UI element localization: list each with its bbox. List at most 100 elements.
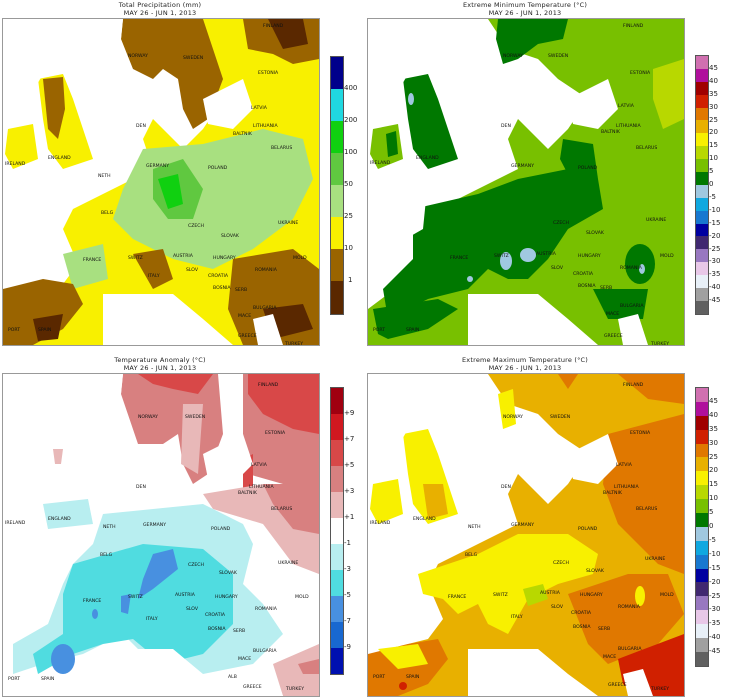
svg-text:ROMANIA: ROMANIA xyxy=(620,265,643,271)
legend-tick: 5 xyxy=(709,508,714,517)
svg-text:ESTONIA: ESTONIA xyxy=(630,430,651,436)
legend-tick: 400 xyxy=(344,84,358,92)
svg-text:MACE: MACE xyxy=(606,311,619,317)
svg-text:TURKEY: TURKEY xyxy=(650,686,669,692)
svg-text:FRANCE: FRANCE xyxy=(83,598,101,604)
legend-swatch xyxy=(331,388,343,414)
legend-swatch xyxy=(696,554,708,569)
svg-text:SLOV: SLOV xyxy=(551,265,564,271)
svg-text:DEN: DEN xyxy=(136,484,146,490)
svg-text:SLOVAK: SLOVAK xyxy=(586,230,605,236)
svg-text:SLOVAK: SLOVAK xyxy=(586,568,605,574)
svg-text:CROATIA: CROATIA xyxy=(208,273,229,279)
temperature-anomaly-panel: Temperature Anomaly (°C) MAY 26 - JUN 1,… xyxy=(0,350,365,700)
legend-swatch xyxy=(331,466,343,492)
svg-text:AUSTRIA: AUSTRIA xyxy=(173,253,194,259)
legend-swatch xyxy=(696,210,708,224)
legend-tick: 10 xyxy=(709,154,718,163)
legend-tick: 45 xyxy=(709,396,718,405)
legend-tick: 30 xyxy=(709,438,718,447)
svg-text:GERMANY: GERMANY xyxy=(143,522,166,528)
temperature-anomaly-legend xyxy=(330,387,344,675)
min-temperature-legend xyxy=(695,55,709,315)
svg-text:ENGLAND: ENGLAND xyxy=(413,516,436,522)
legend-tick: -15 xyxy=(709,563,721,572)
svg-text:CZECH: CZECH xyxy=(188,562,204,568)
svg-text:HUNGARY: HUNGARY xyxy=(580,592,603,598)
svg-text:IRELAND: IRELAND xyxy=(370,160,391,166)
legend-tick: -15 xyxy=(709,218,721,227)
legend-tick: +5 xyxy=(344,461,355,469)
legend-swatch xyxy=(331,57,343,89)
svg-text:SWITZ: SWITZ xyxy=(493,592,508,598)
legend-tick: 1 xyxy=(348,276,353,284)
legend-swatch xyxy=(696,499,708,514)
svg-text:LITHUANIA: LITHUANIA xyxy=(253,123,278,129)
svg-text:BULGARIA: BULGARIA xyxy=(253,305,277,311)
svg-text:SWEDEN: SWEDEN xyxy=(183,55,203,61)
svg-text:POLAND: POLAND xyxy=(211,526,231,532)
legend-swatch xyxy=(331,414,343,440)
svg-text:POLAND: POLAND xyxy=(578,165,598,171)
legend-swatch xyxy=(696,415,708,430)
svg-text:UKRAINE: UKRAINE xyxy=(278,220,298,226)
legend-tick: 40 xyxy=(709,76,718,85)
svg-text:GREECE: GREECE xyxy=(243,684,262,690)
svg-text:PORT: PORT xyxy=(373,327,385,333)
legend-tick: -10 xyxy=(709,549,721,558)
svg-text:SLOV: SLOV xyxy=(551,604,564,610)
panel-title-text: Temperature Anomaly (°C) xyxy=(114,356,206,364)
svg-text:FINLAND: FINLAND xyxy=(623,23,644,29)
svg-text:NORWAY: NORWAY xyxy=(138,414,158,420)
svg-text:SERB: SERB xyxy=(600,285,612,291)
max-temperature-map: FINLAND NORWAY SWEDEN ESTONIA LATVIA LITHUAN… xyxy=(367,373,685,697)
svg-text:BOSNIA: BOSNIA xyxy=(208,626,226,632)
legend-swatch xyxy=(696,526,708,541)
svg-text:ITALY: ITALY xyxy=(148,273,160,279)
panel-date-range: MAY 26 - JUN 1, 2013 xyxy=(123,8,197,17)
legend-tick: -35 xyxy=(709,270,721,279)
svg-text:MOLD: MOLD xyxy=(660,253,674,259)
legend-swatch xyxy=(696,485,708,500)
svg-text:UKRAINE: UKRAINE xyxy=(646,217,666,223)
svg-text:SLOV: SLOV xyxy=(186,606,199,612)
legend-tick: 30 xyxy=(709,102,718,111)
svg-text:PORT: PORT xyxy=(8,676,20,682)
svg-text:MOLD: MOLD xyxy=(660,592,674,598)
legend-swatch xyxy=(331,153,343,185)
svg-text:BELARUS: BELARUS xyxy=(636,145,657,151)
svg-text:BELG: BELG xyxy=(101,210,114,216)
svg-text:MACE: MACE xyxy=(238,313,251,319)
svg-text:BULGARIA: BULGARIA xyxy=(253,648,277,654)
svg-text:AUSTRIA: AUSTRIA xyxy=(540,590,561,596)
precipitation-panel: Total Precipitation (mm) MAY 26 - JUN 1,… xyxy=(0,0,365,350)
legend-tick: -3 xyxy=(344,565,351,573)
legend-swatch xyxy=(696,288,708,301)
svg-text:SWITZ: SWITZ xyxy=(128,594,143,600)
legend-tick: -9 xyxy=(344,643,351,651)
min-temperature-map: FINLAND NORWAY SWEDEN ESTONIA LATVIA LITHUAN… xyxy=(367,18,685,346)
legend-swatch xyxy=(696,513,708,527)
legend-swatch xyxy=(696,159,708,173)
svg-text:CZECH: CZECH xyxy=(553,220,569,226)
svg-text:SERB: SERB xyxy=(233,628,245,634)
legend-swatch xyxy=(696,94,708,108)
legend-swatch xyxy=(696,568,708,583)
legend-swatch xyxy=(696,624,708,639)
svg-text:MACE: MACE xyxy=(603,654,616,660)
svg-text:BALTNIK: BALTNIK xyxy=(603,490,623,496)
svg-text:BELARUS: BELARUS xyxy=(271,145,292,151)
svg-text:ALB: ALB xyxy=(228,674,237,680)
legend-swatch xyxy=(331,249,343,281)
panel-date-range: MAY 26 - JUN 1, 2013 xyxy=(123,363,197,372)
svg-text:ROMANIA: ROMANIA xyxy=(255,267,278,273)
svg-text:SERB: SERB xyxy=(598,626,610,632)
svg-text:POLAND: POLAND xyxy=(208,165,228,171)
svg-text:AUSTRIA: AUSTRIA xyxy=(536,251,557,257)
svg-text:ROMANIA: ROMANIA xyxy=(618,604,641,610)
svg-text:SPAIN: SPAIN xyxy=(406,674,419,680)
legend-tick: 15 xyxy=(709,480,718,489)
svg-text:NORWAY: NORWAY xyxy=(503,414,523,420)
legend-swatch xyxy=(331,518,343,544)
svg-text:ENGLAND: ENGLAND xyxy=(416,155,439,161)
